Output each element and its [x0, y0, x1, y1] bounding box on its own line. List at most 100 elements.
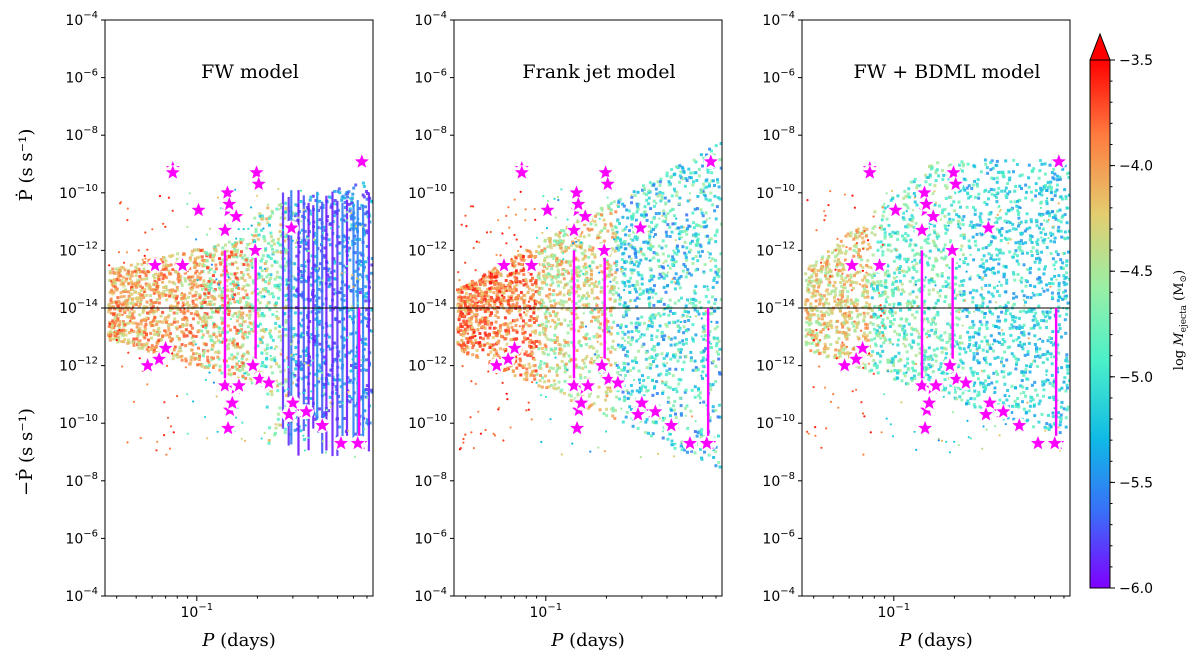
- model-point: [218, 305, 222, 309]
- model-point: [685, 232, 689, 236]
- model-point: [606, 330, 610, 334]
- model-point: [689, 171, 693, 175]
- model-point: [601, 278, 605, 282]
- model-point: [273, 356, 277, 360]
- model-point: [247, 331, 251, 335]
- model-point: [359, 312, 363, 316]
- model-point: [327, 335, 331, 339]
- model-point: [655, 364, 659, 368]
- model-point: [648, 304, 652, 308]
- model-point: [272, 251, 276, 255]
- model-point: [280, 382, 284, 385]
- model-point: [299, 189, 303, 192]
- model-point: [212, 289, 216, 293]
- model-point: [590, 403, 594, 407]
- model-point: [195, 305, 199, 309]
- model-point: [664, 290, 668, 294]
- model-point: [254, 234, 258, 238]
- model-point: [245, 358, 249, 361]
- model-point: [612, 320, 616, 324]
- model-point: [630, 201, 633, 205]
- model-point: [291, 218, 295, 222]
- model-point: [488, 326, 492, 330]
- model-point: [542, 330, 546, 334]
- model-point: [132, 310, 136, 314]
- model-point: [231, 262, 235, 266]
- model-point: [474, 341, 478, 345]
- model-point: [642, 394, 646, 398]
- model-point: [661, 219, 665, 223]
- model-point: [351, 274, 354, 277]
- model-point: [370, 390, 373, 394]
- model-point: [208, 269, 211, 272]
- model-point: [139, 322, 143, 326]
- model-point: [598, 334, 602, 338]
- observed-star: [248, 243, 263, 257]
- model-point: [165, 453, 168, 456]
- model-point: [172, 311, 176, 315]
- model-point: [249, 259, 253, 263]
- model-point: [538, 333, 542, 337]
- model-point: [677, 329, 681, 333]
- model-point: [673, 336, 677, 340]
- model-point: [543, 265, 546, 269]
- model-point: [547, 379, 551, 383]
- model-point: [702, 324, 706, 328]
- model-point: [212, 302, 216, 306]
- model-point: [118, 320, 122, 323]
- model-point: [303, 264, 307, 268]
- model-point: [299, 200, 303, 203]
- model-point: [354, 366, 358, 369]
- model-point: [364, 317, 368, 321]
- model-point: [339, 291, 343, 295]
- model-point: [529, 315, 533, 319]
- model-point: [579, 234, 582, 238]
- model-point: [337, 290, 341, 294]
- model-point: [467, 317, 471, 321]
- model-point: [673, 222, 677, 226]
- model-point: [317, 380, 321, 384]
- model-point: [624, 374, 627, 377]
- model-point: [653, 233, 657, 236]
- model-point: [496, 341, 500, 345]
- model-point: [279, 338, 283, 342]
- model-point: [363, 223, 367, 227]
- model-point: [294, 367, 298, 371]
- model-point: [595, 332, 599, 336]
- model-point: [365, 231, 369, 235]
- model-point: [674, 260, 678, 264]
- model-point: [311, 194, 315, 198]
- model-point: [585, 272, 589, 276]
- model-point: [221, 318, 225, 322]
- model-point: [266, 392, 270, 396]
- observed-star: [140, 358, 155, 372]
- model-point: [257, 223, 261, 227]
- model-point: [591, 315, 595, 319]
- model-point: [350, 349, 354, 353]
- model-point: [295, 246, 298, 249]
- model-point: [304, 361, 308, 365]
- model-point: [493, 353, 496, 357]
- model-point: [228, 255, 231, 259]
- model-point: [525, 374, 529, 378]
- model-point: [547, 319, 551, 323]
- model-point: [609, 222, 613, 226]
- model-point: [614, 233, 618, 237]
- model-point: [354, 432, 358, 436]
- model-point: [212, 381, 215, 384]
- model-point: [119, 332, 123, 336]
- model-point: [220, 298, 224, 302]
- model-point: [552, 299, 556, 302]
- model-point: [651, 432, 655, 436]
- model-point: [263, 348, 267, 352]
- model-point: [241, 320, 245, 324]
- model-point: [480, 282, 484, 285]
- model-point: [460, 301, 464, 305]
- model-point: [350, 364, 353, 367]
- model-point: [662, 209, 666, 213]
- model-point: [299, 269, 302, 273]
- model-point: [623, 240, 627, 243]
- model-point: [474, 317, 478, 321]
- model-point: [469, 286, 473, 289]
- model-point: [317, 322, 321, 326]
